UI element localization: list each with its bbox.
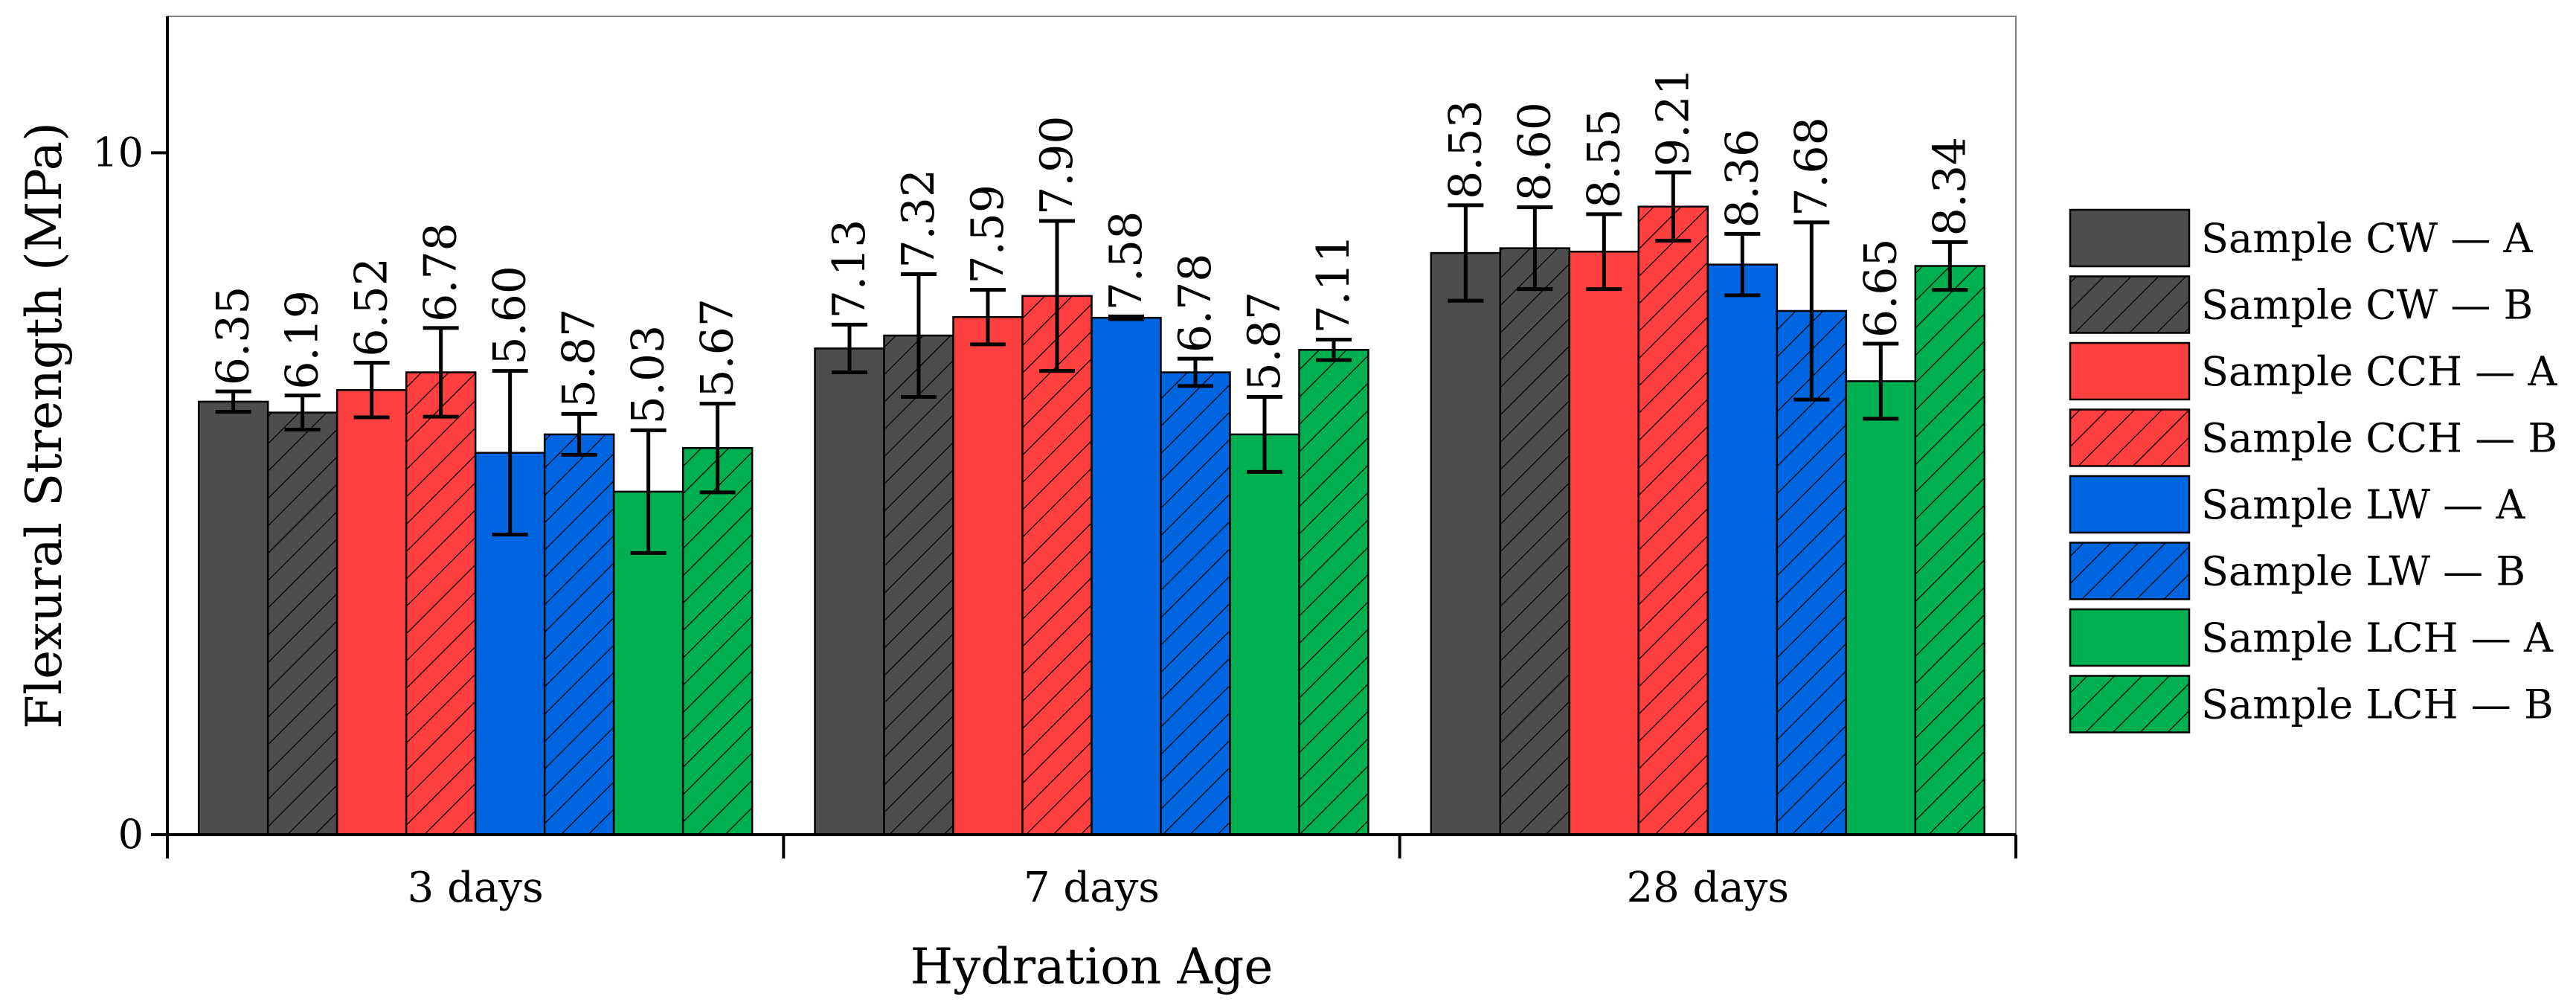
- value-label-7-2: 8.34: [1924, 137, 1976, 237]
- value-label-1-2: 8.60: [1509, 102, 1561, 202]
- value-label-4-0: 5.60: [484, 266, 536, 365]
- legend-label-1: Sample CW — B: [2201, 282, 2533, 329]
- legend-swatch-7: [2069, 675, 2191, 733]
- bar-3-0: [405, 371, 477, 836]
- bar-2-2: [1568, 251, 1640, 836]
- legend-swatch-1: [2069, 275, 2191, 334]
- value-label-2-0: 6.52: [346, 257, 398, 357]
- bar-0-0: [197, 400, 269, 836]
- legend-label-4: Sample LW — A: [2201, 481, 2525, 528]
- y-axis-title: Flexural Strength (MPa): [16, 122, 73, 729]
- bar-3-1: [1021, 295, 1093, 836]
- y-tick-label-1: 10: [92, 129, 144, 176]
- legend-label-7: Sample LCH — B: [2201, 681, 2554, 728]
- bar-5-0: [543, 433, 615, 836]
- value-label-7-0: 5.67: [692, 298, 744, 398]
- value-label-7-1: 7.11: [1308, 234, 1360, 334]
- legend-swatch-0: [2069, 208, 2191, 268]
- value-label-4-1: 7.58: [1100, 211, 1152, 311]
- bar-6-1: [1229, 433, 1300, 836]
- value-label-2-2: 8.55: [1578, 109, 1630, 208]
- bar-5-1: [1160, 371, 1231, 836]
- value-label-6-2: 6.65: [1854, 238, 1907, 338]
- value-label-1-1: 7.32: [893, 169, 945, 269]
- value-label-5-2: 7.68: [1785, 117, 1837, 216]
- bar-7-1: [1298, 349, 1369, 836]
- value-label-0-0: 6.35: [208, 286, 260, 386]
- x-category-label-1: 7 days: [1024, 864, 1160, 912]
- bar-6-2: [1845, 380, 1917, 836]
- bar-1-1: [883, 334, 954, 836]
- bar-4-2: [1706, 263, 1779, 836]
- value-label-0-1: 7.13: [823, 219, 876, 319]
- bar-2-0: [335, 389, 408, 836]
- legend-swatch-6: [2069, 608, 2191, 667]
- value-label-3-1: 7.90: [1031, 115, 1083, 215]
- legend-label-2: Sample CCH — A: [2201, 348, 2557, 395]
- value-label-0-2: 8.53: [1439, 100, 1491, 199]
- value-labels-layer: 6.35 7.13 8.53 6.19 7.32 8.60 6.52 7.59 8.55 6.78…: [208, 67, 1976, 424]
- legend-label-5: Sample LW — B: [2201, 548, 2525, 595]
- value-label-5-0: 5.87: [553, 309, 606, 408]
- legend-swatch-3: [2069, 408, 2191, 467]
- legend: Sample CW — A Sample CW — B Sample CCH — A…: [2069, 208, 2557, 733]
- bar-7-2: [1914, 265, 1986, 836]
- value-label-2-1: 7.59: [962, 184, 1014, 284]
- error-bars-layer: [215, 170, 1968, 555]
- bar-1-2: [1499, 247, 1571, 836]
- axes-layer: 0 10 3 days 7 days 28 days: [92, 16, 2017, 912]
- bar-0-1: [814, 347, 885, 836]
- value-label-6-1: 5.87: [1239, 292, 1291, 391]
- legend-swatch-2: [2069, 341, 2191, 401]
- legend-label-3: Sample CCH — B: [2201, 415, 2557, 462]
- bar-4-1: [1091, 316, 1162, 836]
- value-label-3-2: 9.21: [1647, 67, 1699, 167]
- x-axis-title: Hydration Age: [910, 938, 1273, 995]
- x-category-label-2: 28 days: [1626, 864, 1789, 912]
- legend-swatch-4: [2069, 475, 2191, 534]
- bar-2-1: [952, 316, 1024, 836]
- legend-label-6: Sample LCH — A: [2201, 614, 2554, 661]
- value-label-4-2: 8.36: [1716, 129, 1768, 228]
- legend-label-0: Sample CW — A: [2201, 215, 2534, 262]
- value-label-1-0: 6.19: [277, 290, 329, 390]
- bar-7-0: [681, 447, 754, 836]
- bar-1-0: [266, 411, 338, 836]
- legend-swatch-5: [2069, 542, 2191, 600]
- value-label-5-1: 6.78: [1169, 254, 1221, 353]
- bar-0-2: [1430, 251, 1502, 836]
- x-category-label-0: 3 days: [408, 864, 544, 912]
- value-label-3-0: 6.78: [415, 222, 467, 322]
- bar-3-2: [1637, 205, 1709, 836]
- y-tick-label-0: 0: [118, 811, 144, 858]
- value-label-6-0: 5.03: [623, 325, 675, 425]
